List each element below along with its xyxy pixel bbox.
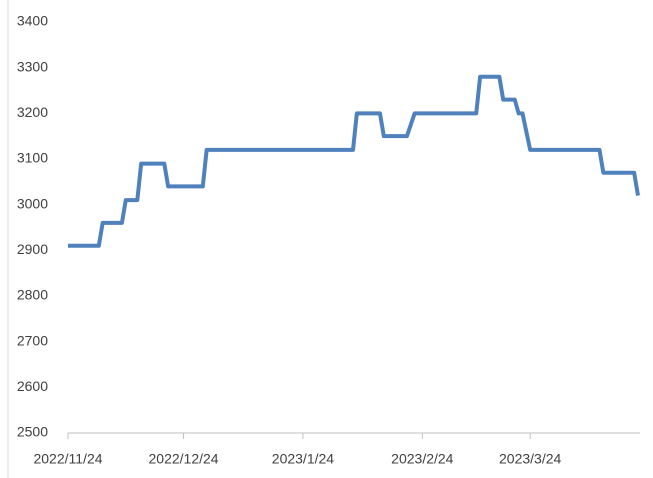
y-tick-label: 2700 (17, 332, 48, 348)
x-tick-label: 2022/12/24 (149, 451, 219, 467)
y-tick-label: 2500 (17, 424, 48, 440)
x-tick-label: 2023/3/24 (499, 451, 561, 467)
y-tick-label: 2600 (17, 378, 48, 394)
y-tick-label: 3000 (17, 195, 48, 211)
x-tick-label: 2022/11/24 (33, 451, 102, 467)
y-tick-label: 2800 (17, 287, 48, 303)
y-tick-label: 2900 (17, 241, 48, 257)
y-tick-label: 3200 (17, 104, 48, 120)
x-tick-label: 2023/2/24 (391, 451, 453, 467)
y-tick-label: 3100 (17, 150, 48, 166)
y-tick-label: 3400 (17, 13, 48, 29)
y-tick-label: 3300 (17, 58, 48, 74)
data-line (68, 74, 640, 248)
x-tick-label: 2023/1/24 (272, 451, 334, 467)
